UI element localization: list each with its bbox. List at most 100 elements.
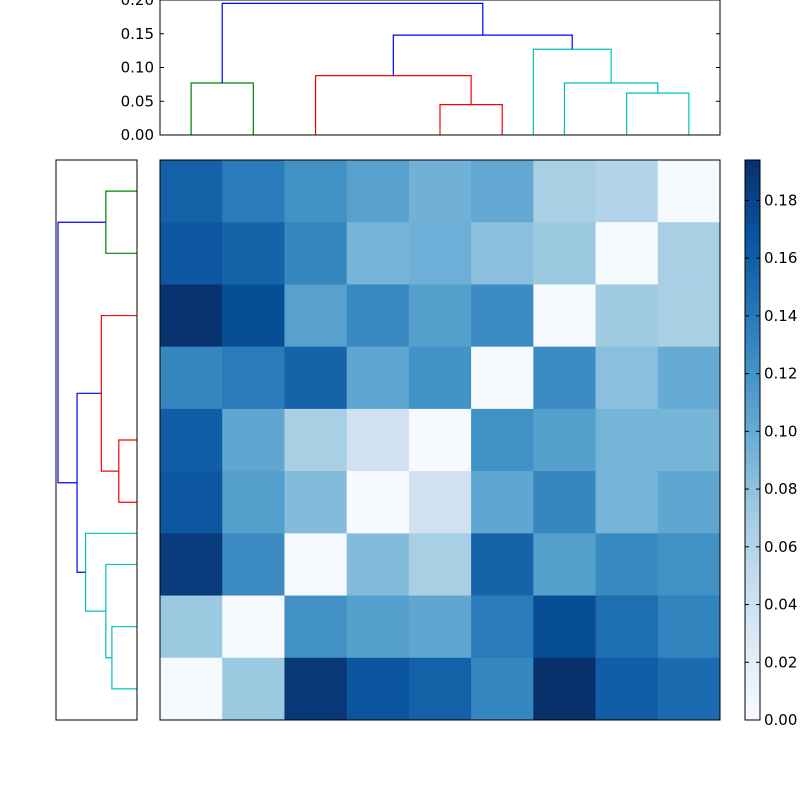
heatmap-cell xyxy=(160,657,223,721)
heatmap-cell xyxy=(471,222,534,285)
heatmap-cell xyxy=(471,657,534,721)
heatmap-cell xyxy=(284,284,348,348)
top-dendrogram-frame xyxy=(159,0,721,136)
top-dendrogram: 0.00 0.05 0.10 0.15 0.20 xyxy=(121,0,721,144)
heatmap-cell xyxy=(595,408,659,472)
heatmap-cell xyxy=(160,533,223,597)
heatmap-cell xyxy=(346,408,410,472)
heatmap-cell xyxy=(533,408,597,472)
colorbar-tick-label: 0.02 xyxy=(764,653,797,671)
y-tick-label: 0.15 xyxy=(121,25,154,43)
heatmap-cell xyxy=(595,346,659,410)
heatmap-cell xyxy=(471,471,534,534)
y-tick-label: 0.20 xyxy=(121,0,154,9)
heatmap-cell xyxy=(595,222,659,285)
colorbar-tick-label: 0.12 xyxy=(764,365,797,383)
heatmap-cell xyxy=(346,657,410,721)
heatmap-cell xyxy=(346,284,410,348)
heatmap-cell xyxy=(533,160,597,223)
heatmap-cell xyxy=(657,222,721,285)
heatmap-cell xyxy=(471,595,534,659)
heatmap-cell xyxy=(284,471,348,534)
heatmap-cell xyxy=(471,533,534,597)
heatmap-cell xyxy=(222,408,285,472)
heatmap-frame xyxy=(159,159,721,721)
colorbar-ticks: 0.00 0.02 0.04 0.06 0.08 0.10 0.12 0.14 0.16 0.18 xyxy=(745,191,797,729)
heatmap-cell xyxy=(657,595,721,659)
heatmap-cell xyxy=(657,408,721,472)
heatmap-cell xyxy=(595,160,659,223)
heatmap-cell xyxy=(222,284,285,348)
colorbar-tick-label: 0.14 xyxy=(764,307,797,325)
heatmap-cell xyxy=(160,222,223,285)
heatmap-cell xyxy=(533,284,597,348)
heatmap-cell xyxy=(408,346,472,410)
heatmap-cell xyxy=(284,657,348,721)
heatmap-cell xyxy=(284,408,348,472)
heatmap-cell xyxy=(408,533,472,597)
heatmap-cell xyxy=(346,346,410,410)
heatmap-cell xyxy=(533,595,597,659)
heatmap-cell xyxy=(408,595,472,659)
left-dendrogram xyxy=(55,159,138,721)
heatmap-cell xyxy=(160,595,223,659)
heatmap-cell xyxy=(284,346,348,410)
heatmap-cell xyxy=(346,533,410,597)
heatmap-cell xyxy=(222,471,285,534)
heatmap-cell xyxy=(160,346,223,410)
left-dendrogram-frame xyxy=(55,159,138,721)
colorbar-tick-label: 0.04 xyxy=(764,596,797,614)
dendrogram-link xyxy=(57,221,106,484)
colorbar-tick-label: 0.00 xyxy=(764,711,797,729)
heatmap-cell xyxy=(471,346,534,410)
colorbar: 0.00 0.02 0.04 0.06 0.08 0.10 0.12 0.14 0.16 0.18 xyxy=(744,159,797,729)
heatmap-cell xyxy=(595,284,659,348)
heatmap-cell xyxy=(533,533,597,597)
colorbar-tick-label: 0.06 xyxy=(764,538,797,556)
heatmap-cell xyxy=(346,222,410,285)
heatmap-cell xyxy=(222,160,285,223)
colorbar-tick-label: 0.10 xyxy=(764,422,797,440)
colorbar-tick-label: 0.18 xyxy=(764,191,797,209)
heatmap-cell xyxy=(595,595,659,659)
heatmap-cell xyxy=(533,657,597,721)
heatmap-cell xyxy=(222,533,285,597)
heatmap-cell xyxy=(222,657,285,721)
heatmap-cell xyxy=(160,471,223,534)
heatmap-cell xyxy=(284,160,348,223)
heatmap-cell xyxy=(657,471,721,534)
heatmap-cell xyxy=(408,657,472,721)
left-dendrogram-links xyxy=(57,190,137,690)
colorbar-gradient xyxy=(745,160,760,720)
heatmap-cell xyxy=(160,160,223,223)
top-dendrogram-links xyxy=(190,2,690,135)
heatmap xyxy=(159,159,721,721)
heatmap-cell xyxy=(408,160,472,223)
heatmap-cell xyxy=(408,471,472,534)
heatmap-cell xyxy=(346,471,410,534)
heatmap-cell xyxy=(595,471,659,534)
heatmap-cell xyxy=(657,284,721,348)
heatmap-cell xyxy=(657,160,721,223)
heatmap-cell xyxy=(595,533,659,597)
heatmap-cells xyxy=(160,160,721,721)
heatmap-cell xyxy=(533,471,597,534)
heatmap-cell xyxy=(346,595,410,659)
colorbar-frame xyxy=(744,159,761,721)
y-tick-label: 0.05 xyxy=(121,92,154,110)
heatmap-cell xyxy=(657,533,721,597)
colorbar-tick-label: 0.08 xyxy=(764,480,797,498)
heatmap-cell xyxy=(657,346,721,410)
dendrogram-link xyxy=(221,2,484,84)
colorbar-tick-label: 0.16 xyxy=(764,249,797,267)
heatmap-cell xyxy=(408,408,472,472)
heatmap-cell xyxy=(346,160,410,223)
heatmap-cell xyxy=(222,222,285,285)
heatmap-cell xyxy=(284,533,348,597)
heatmap-cell xyxy=(595,657,659,721)
heatmap-cell xyxy=(471,284,534,348)
heatmap-cell xyxy=(222,346,285,410)
top-dendrogram-y-axis: 0.00 0.05 0.10 0.15 0.20 xyxy=(121,0,720,144)
heatmap-cell xyxy=(284,595,348,659)
